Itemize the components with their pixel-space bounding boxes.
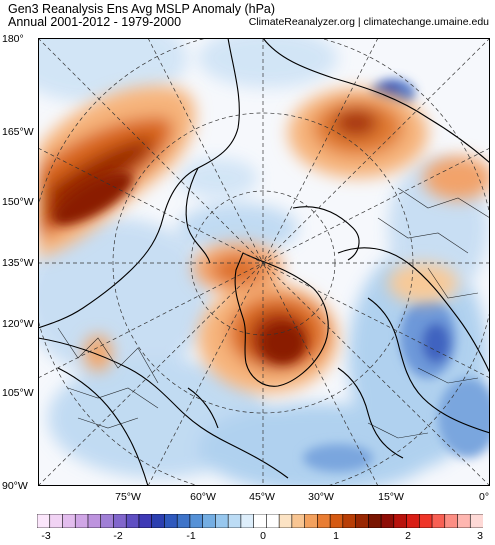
colorbar-cell (87, 514, 102, 528)
colorbar-cell (431, 514, 446, 528)
colorbar-tick-neg2: -2 (113, 530, 123, 542)
colorbar-cell (100, 514, 115, 528)
lat-label-165w: 165°W (2, 126, 34, 138)
map-title: Gen3 Reanalysis Ens Avg MSLP Anomaly (hP… (8, 2, 276, 16)
colorbar-cell (317, 514, 331, 528)
colorbar-cell (202, 514, 217, 528)
political-borders (57, 187, 490, 439)
source-credit: ClimateReanalyzer.org | climatechange.um… (248, 16, 489, 28)
strong-negative-layer (303, 79, 490, 472)
colorbar-cell (380, 514, 395, 528)
colorbar-cell (406, 514, 420, 528)
colorbar-cell (189, 514, 204, 528)
colorbar-cell (304, 514, 318, 528)
colorbar-cell (253, 514, 267, 528)
lon-label-30w: 30°W (308, 491, 334, 503)
colorbar-cell (151, 514, 166, 528)
lat-label-90w: 90°W (2, 480, 28, 492)
colorbar-cell (164, 514, 178, 528)
lon-label-45w: 45°W (249, 491, 275, 503)
lon-label-60w: 60°W (190, 491, 216, 503)
colorbar-tick-neg3: -3 (41, 530, 51, 542)
map-subtitle: Annual 2001-2012 - 1979-2000 (8, 15, 182, 29)
colorbar-cell (176, 514, 191, 528)
colorbar-cell (227, 514, 242, 528)
colorbar-cell (368, 514, 382, 528)
colorbar-cell (74, 514, 89, 528)
lat-label-150w: 150°W (2, 196, 34, 208)
lon-label-0: 0° (478, 491, 490, 503)
colorbar-cell (62, 514, 76, 528)
colorbar-cell (469, 514, 483, 528)
colorbar-cell (49, 514, 64, 528)
colorbar-cell (418, 514, 433, 528)
colorbar-tick-0: 0 (260, 530, 266, 542)
colorbar (37, 514, 483, 528)
lat-label-135w: 135°W (2, 257, 34, 269)
map-border (38, 38, 490, 486)
colorbar-cell (125, 514, 140, 528)
lat-label-180: 180° (2, 33, 24, 45)
strong-positive-layer (53, 171, 305, 363)
colorbar-cell (37, 514, 51, 528)
colorbar-cell (215, 514, 229, 528)
lon-label-75w: 75°W (115, 491, 141, 503)
colorbar-cell (457, 514, 471, 528)
graticule (38, 38, 490, 486)
lon-label-15w: 15°W (378, 491, 404, 503)
colorbar-cell (240, 514, 255, 528)
colorbar-cell (266, 514, 280, 528)
colorbar-cell (393, 514, 408, 528)
colorbar-cell (278, 514, 293, 528)
colorbar-cell (113, 514, 127, 528)
lat-label-105w: 105°W (2, 387, 34, 399)
lat-label-120w: 120°W (2, 318, 34, 330)
colorbar-cell (138, 514, 153, 528)
colorbar-cell (291, 514, 306, 528)
colorbar-tick-2: 2 (405, 530, 411, 542)
colorbar-tick-1: 1 (333, 530, 339, 542)
colorbar-cell (355, 514, 369, 528)
colorbar-cell (342, 514, 357, 528)
colorbar-tick-neg1: -1 (186, 530, 196, 542)
colorbar-cell (444, 514, 459, 528)
colorbar-cell (329, 514, 344, 528)
colorbar-tick-3: 3 (477, 530, 483, 542)
anomaly-map (38, 38, 490, 486)
